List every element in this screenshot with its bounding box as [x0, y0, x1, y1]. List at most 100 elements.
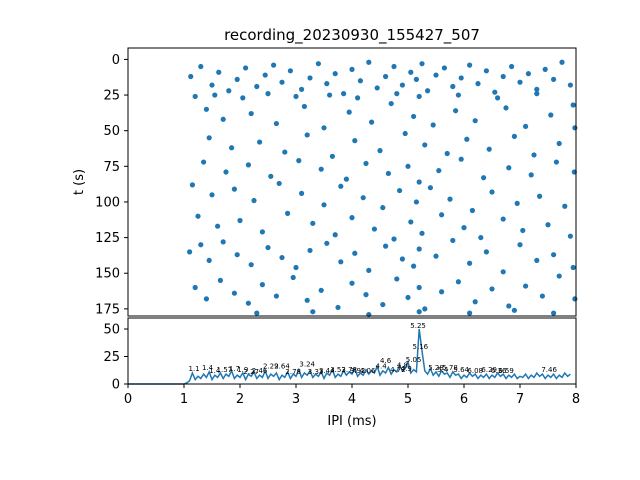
- scatter-point: [273, 120, 279, 127]
- x-tick-label: 1: [180, 392, 188, 407]
- chart-title: recording_20230930_155427_507: [224, 26, 480, 45]
- scatter-point: [458, 75, 464, 81]
- scatter-point: [216, 69, 222, 75]
- scatter-point: [363, 160, 369, 167]
- scatter-point: [556, 273, 562, 279]
- scatter-point: [380, 205, 386, 211]
- peak-label: 3.44: [319, 367, 335, 375]
- scatter-point: [234, 76, 240, 82]
- scatter-point: [189, 182, 195, 188]
- scatter-point: [467, 260, 473, 266]
- peak-label: 2.46: [252, 367, 268, 375]
- scatter-point: [464, 136, 470, 142]
- scatter-y-ticks: 0 25 50 75 100 125 150 175: [95, 53, 128, 317]
- scatter-point: [206, 257, 212, 264]
- scatter-point: [318, 287, 324, 293]
- scatter-point: [461, 225, 467, 231]
- scatter-point: [394, 276, 400, 282]
- scatter-point: [433, 253, 439, 259]
- peak-label: 5.25: [410, 322, 426, 330]
- scatter-point: [411, 113, 417, 120]
- scatter-point: [453, 108, 459, 114]
- scatter-plot: 0 25 50 75 100 125 150 175 t (s): [72, 47, 578, 318]
- scatter-point: [419, 61, 425, 67]
- scatter-point: [439, 212, 445, 218]
- scatter-point: [315, 61, 321, 67]
- scatter-point: [310, 220, 316, 226]
- scatter-point: [220, 116, 226, 122]
- scatter-point: [198, 242, 204, 248]
- scatter-point: [551, 76, 557, 82]
- scatter-point: [310, 309, 316, 315]
- scatter-point: [405, 163, 411, 169]
- scatter-point: [209, 192, 215, 198]
- scatter-point: [542, 66, 548, 72]
- scatter-point: [383, 243, 389, 249]
- peak-label: 1.57: [217, 366, 233, 374]
- scatter-point: [486, 146, 492, 152]
- scatter-point: [349, 66, 355, 72]
- scatter-frame: [127, 47, 577, 317]
- scatter-point: [299, 86, 305, 92]
- scatter-points: [187, 59, 578, 318]
- scatter-point: [243, 65, 249, 71]
- scatter-point: [394, 91, 400, 97]
- histogram-x-ticks: 0 1 2 3 4 5 6 7 8: [124, 384, 580, 407]
- scatter-point: [534, 91, 540, 97]
- scatter-point: [248, 110, 254, 117]
- scatter-point: [187, 249, 193, 255]
- ipi-histogram: 1.1 1.41.41.571.71.92.272.462.292.642.783…: [103, 317, 580, 429]
- scatter-point: [537, 193, 543, 199]
- scatter-point: [503, 105, 509, 111]
- peak-label: 6.59: [498, 367, 514, 375]
- peak-label: 4.8: [397, 362, 408, 370]
- scatter-point: [509, 63, 515, 70]
- scatter-point: [408, 69, 414, 75]
- scatter-point: [506, 165, 512, 171]
- scatter-point: [206, 135, 212, 141]
- scatter-point: [469, 207, 475, 214]
- scatter-point: [220, 239, 226, 245]
- x-tick-label: 8: [572, 392, 580, 407]
- scatter-point: [411, 263, 417, 269]
- x-tick-label: 3: [292, 392, 300, 407]
- peak-label: 6.08: [467, 367, 483, 375]
- scatter-point: [559, 59, 565, 65]
- scatter-point: [195, 213, 201, 219]
- scatter-point: [385, 170, 391, 177]
- scatter-point: [517, 79, 523, 85]
- scatter-point: [472, 299, 478, 305]
- peak-label: 1.4: [209, 367, 221, 375]
- scatter-point: [475, 81, 481, 87]
- x-tick-label: 7: [516, 392, 524, 407]
- scatter-point: [433, 72, 439, 78]
- scatter-point: [357, 78, 363, 84]
- scatter-point: [248, 262, 254, 268]
- peak-label: 5.4: [437, 366, 449, 374]
- scatter-point: [257, 139, 263, 145]
- scatter-point: [562, 203, 568, 209]
- scatter-point: [481, 175, 487, 181]
- scatter-point: [234, 252, 240, 258]
- y-tick-label: 175: [95, 302, 120, 317]
- scatter-point: [472, 118, 478, 124]
- scatter-point: [245, 162, 251, 168]
- scatter-point: [539, 293, 546, 299]
- scatter-point: [514, 200, 520, 206]
- scatter-point: [369, 119, 375, 125]
- scatter-point: [422, 306, 428, 312]
- scatter-point: [567, 82, 574, 88]
- scatter-point: [352, 138, 358, 144]
- scatter-point: [366, 59, 372, 65]
- scatter-point: [229, 145, 235, 151]
- scatter-point: [523, 283, 529, 289]
- scatter-point: [276, 180, 282, 187]
- y-tick-label: 125: [95, 231, 120, 246]
- scatter-point: [399, 82, 405, 88]
- scatter-point: [240, 95, 246, 101]
- scatter-point: [324, 81, 330, 87]
- scatter-point: [534, 257, 540, 264]
- peak-label: 4.72: [390, 366, 406, 374]
- scatter-point: [371, 226, 377, 232]
